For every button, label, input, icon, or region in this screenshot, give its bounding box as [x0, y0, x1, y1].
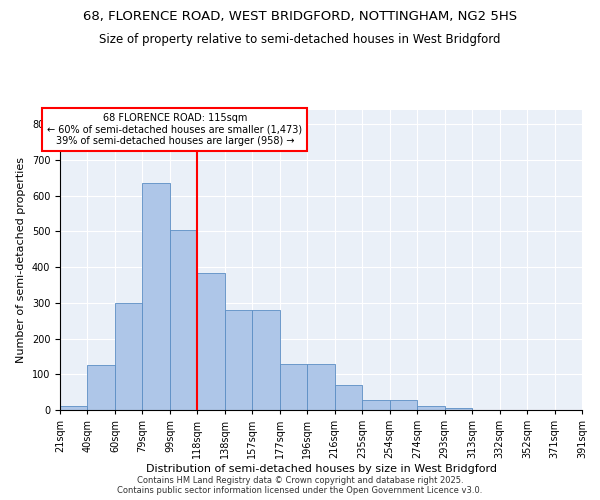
Text: 68 FLORENCE ROAD: 115sqm
← 60% of semi-detached houses are smaller (1,473)
39% o: 68 FLORENCE ROAD: 115sqm ← 60% of semi-d…	[47, 113, 302, 146]
Bar	[88, 366, 115, 410]
Text: Size of property relative to semi-detached houses in West Bridgford: Size of property relative to semi-detach…	[99, 32, 501, 46]
Bar	[362, 400, 389, 410]
Bar	[253, 310, 280, 410]
Y-axis label: Number of semi-detached properties: Number of semi-detached properties	[16, 157, 26, 363]
Bar	[60, 406, 88, 410]
Bar	[225, 310, 253, 410]
Bar	[307, 364, 335, 410]
Bar	[335, 385, 362, 410]
Bar	[142, 183, 170, 410]
Bar	[170, 230, 197, 410]
Bar	[115, 303, 142, 410]
Bar	[280, 364, 307, 410]
Text: 68, FLORENCE ROAD, WEST BRIDGFORD, NOTTINGHAM, NG2 5HS: 68, FLORENCE ROAD, WEST BRIDGFORD, NOTTI…	[83, 10, 517, 23]
Bar	[389, 400, 417, 410]
Bar	[197, 272, 225, 410]
Text: Contains HM Land Registry data © Crown copyright and database right 2025.
Contai: Contains HM Land Registry data © Crown c…	[118, 476, 482, 495]
X-axis label: Distribution of semi-detached houses by size in West Bridgford: Distribution of semi-detached houses by …	[146, 464, 497, 474]
Bar	[445, 408, 472, 410]
Bar	[417, 406, 445, 410]
